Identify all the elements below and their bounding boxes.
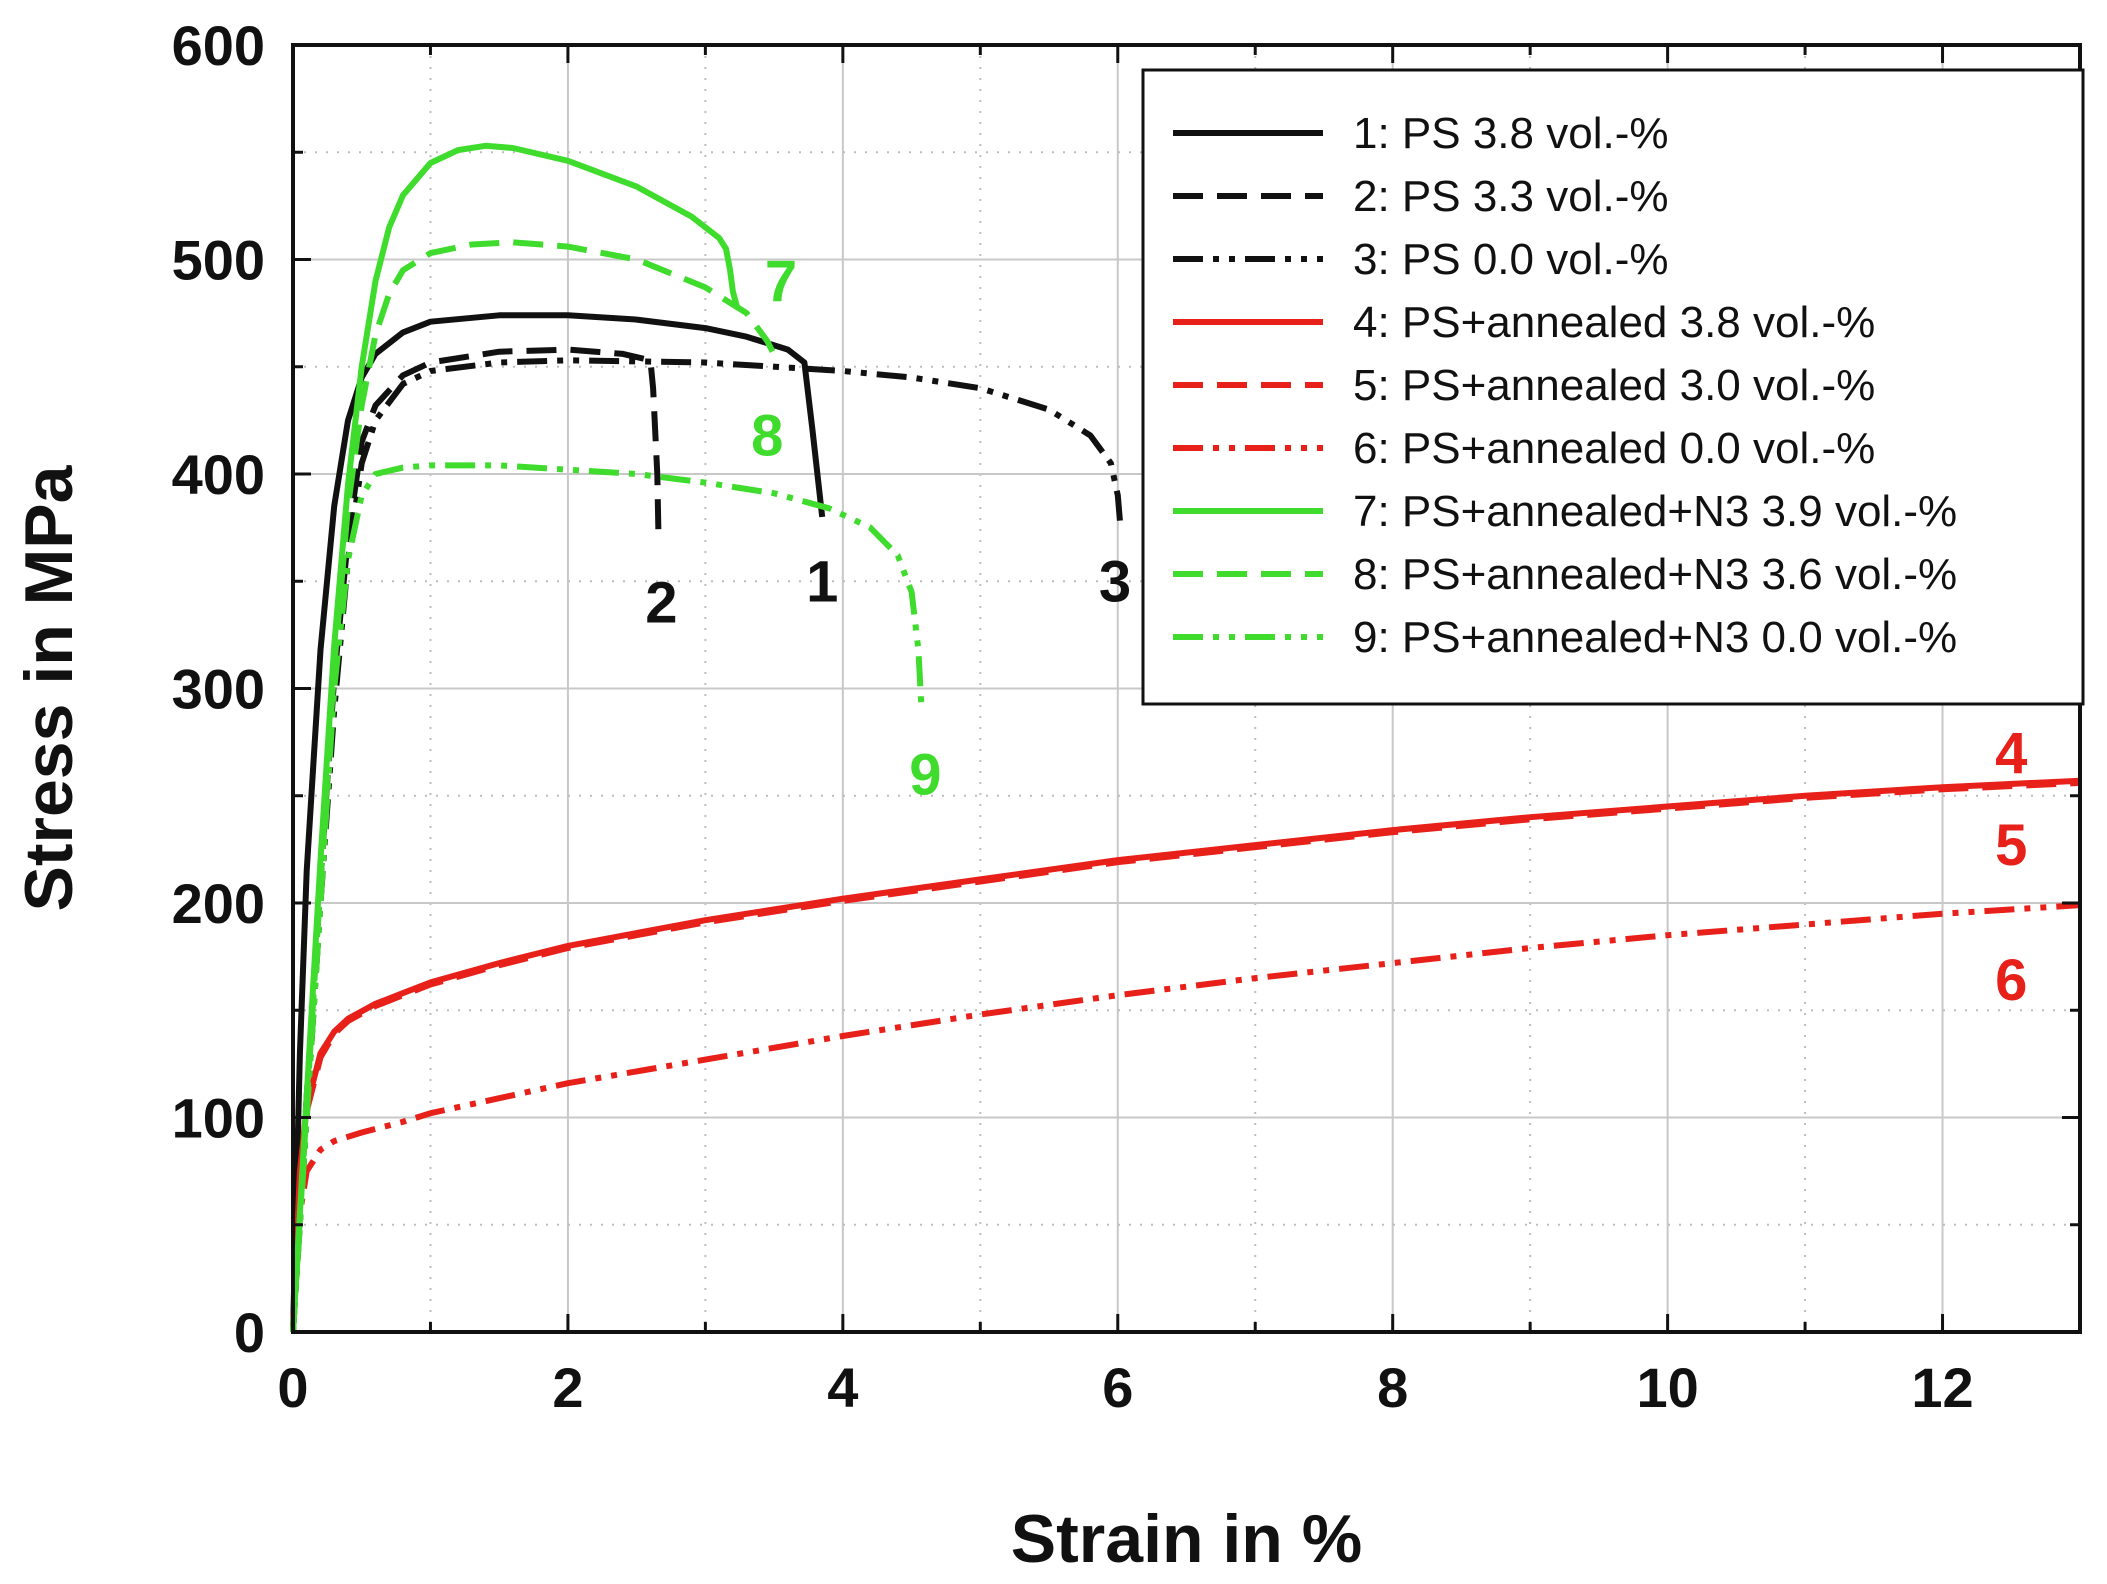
curve-label-3: 3 [1099, 549, 1131, 614]
legend-label-4: 4: PS+annealed 3.8 vol.-% [1353, 298, 1875, 347]
y-tick-label: 600 [172, 14, 265, 77]
legend-label-8: 8: PS+annealed+N3 3.6 vol.-% [1353, 550, 1957, 599]
curve-label-9: 9 [909, 742, 941, 807]
x-tick-label: 6 [1102, 1356, 1133, 1419]
curve-label-1: 1 [806, 549, 838, 614]
series-line-5 [290, 779, 2081, 1333]
curve-label-2: 2 [645, 571, 677, 636]
series-lines [290, 142, 2081, 1333]
x-tick-label: 4 [827, 1356, 858, 1419]
series-line-6 [290, 902, 2081, 1333]
y-tick-label: 100 [172, 1087, 265, 1150]
legend: 1: PS 3.8 vol.-% 2: PS 3.3 vol.-% 3: PS 0.… [1141, 68, 2085, 706]
y-tick-label: 500 [172, 229, 265, 292]
x-axis-title: Strain in % [1011, 1501, 1362, 1577]
curve-label-4: 4 [1995, 721, 2027, 786]
series-line-8 [290, 239, 780, 1333]
legend-label-3: 3: PS 0.0 vol.-% [1353, 235, 1668, 284]
x-tick-label: 10 [1636, 1356, 1698, 1419]
legend-label-2: 2: PS 3.3 vol.-% [1353, 172, 1668, 221]
series-line-9 [290, 462, 925, 1333]
legend-label-6: 6: PS+annealed 0.0 vol.-% [1353, 424, 1875, 473]
legend-label-7: 7: PS+annealed+N3 3.9 vol.-% [1353, 487, 1957, 536]
curve-labels: 1 2 3 4 5 6 7 8 9 [645, 249, 2027, 1013]
x-tick-label: 8 [1377, 1356, 1408, 1419]
legend-box [1141, 68, 2085, 706]
x-tick-label: 2 [552, 1356, 583, 1419]
series-line-4 [290, 777, 2081, 1333]
series-line-1 [290, 312, 826, 1333]
series-line-3 [290, 357, 1124, 1333]
x-tick-label: 0 [277, 1356, 308, 1419]
curve-label-8: 8 [751, 403, 783, 468]
y-tick-label: 300 [172, 658, 265, 721]
y-axis-title: Stress in MPa [11, 464, 87, 911]
y-tick-label: 0 [234, 1301, 265, 1364]
curve-label-5: 5 [1995, 813, 2027, 878]
legend-label-9: 9: PS+annealed+N3 0.0 vol.-% [1353, 613, 1957, 662]
series-line-7 [290, 142, 740, 1333]
legend-label-5: 5: PS+annealed 3.0 vol.-% [1353, 361, 1875, 410]
y-tick-label: 200 [172, 872, 265, 935]
curve-label-6: 6 [1995, 948, 2027, 1013]
x-tick-label: 12 [1911, 1356, 1973, 1419]
curve-label-7: 7 [765, 249, 797, 314]
y-tick-label: 400 [172, 443, 265, 506]
legend-label-1: 1: PS 3.8 vol.-% [1353, 109, 1668, 158]
